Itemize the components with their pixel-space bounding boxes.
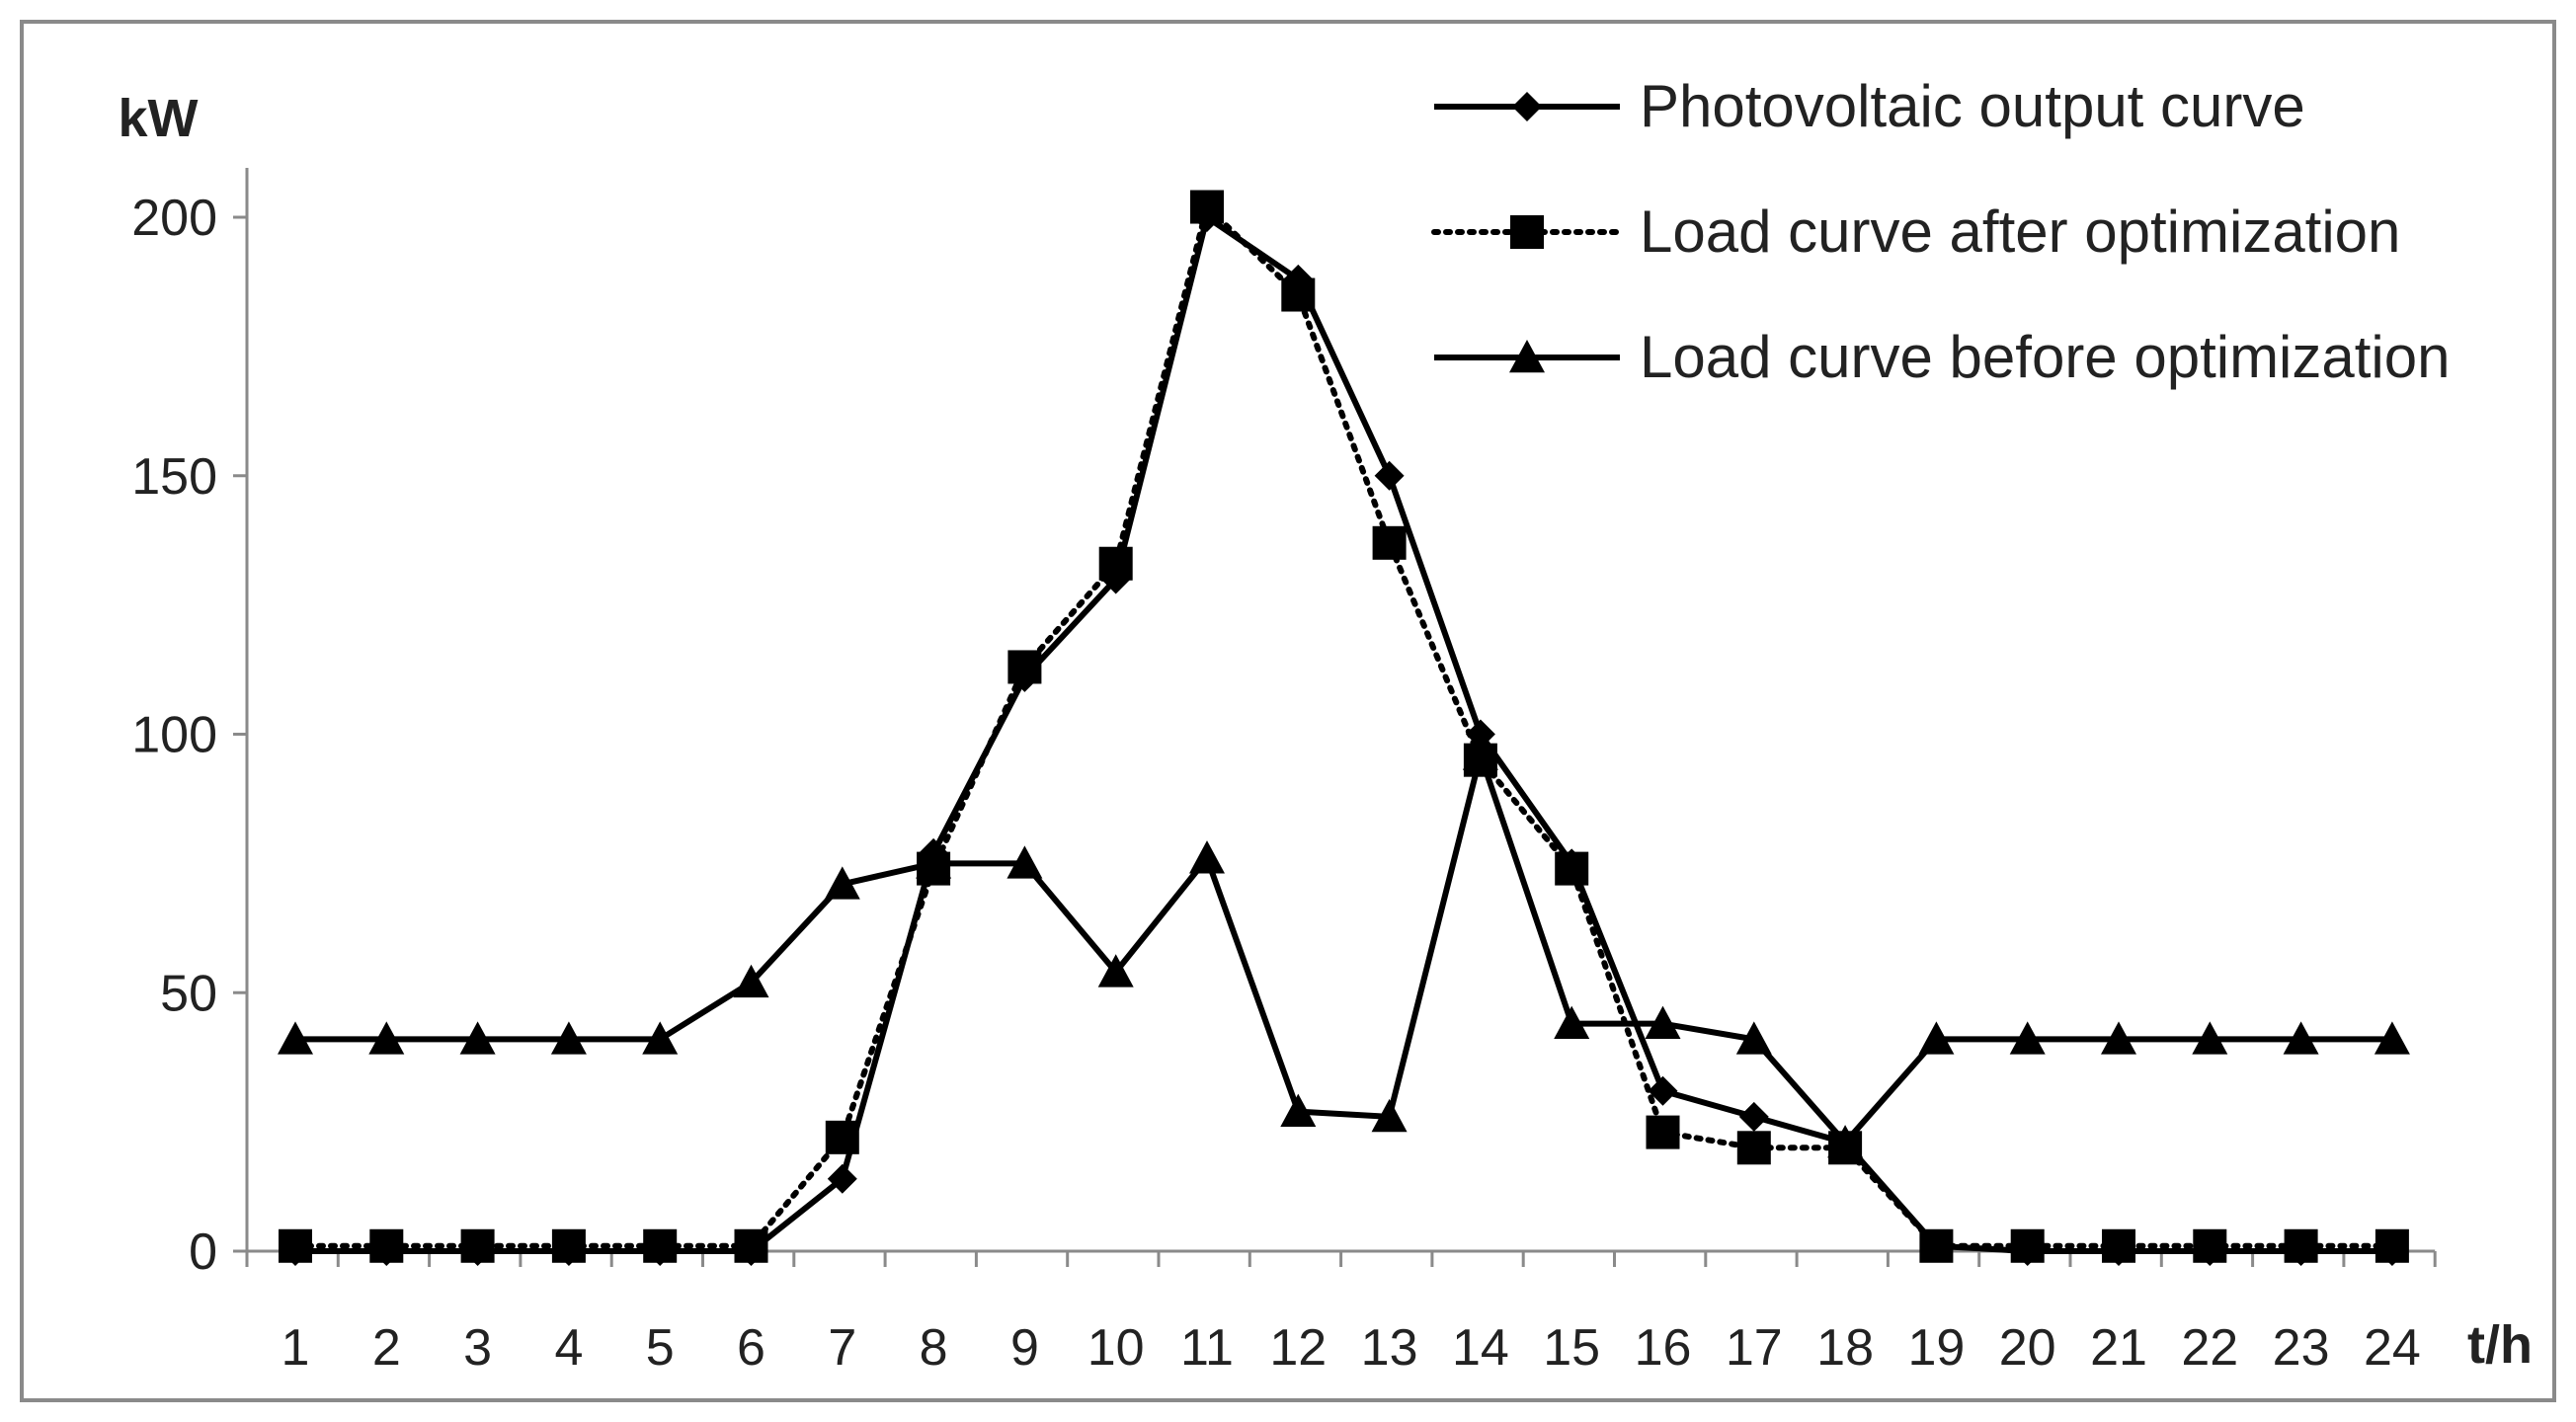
data-point bbox=[1646, 1115, 1680, 1149]
x-tick-label: 5 bbox=[646, 1319, 675, 1377]
legend-item: Photovoltaic output curve bbox=[1434, 73, 2305, 139]
x-axis-label: t/h bbox=[2467, 1315, 2533, 1375]
data-point bbox=[1648, 1075, 1678, 1106]
x-tick-label: 19 bbox=[1907, 1319, 1965, 1377]
data-point bbox=[459, 1021, 496, 1055]
x-tick-label: 9 bbox=[1010, 1319, 1039, 1377]
x-tick-label: 20 bbox=[1999, 1319, 2056, 1377]
x-tick-label: 10 bbox=[1087, 1319, 1145, 1377]
x-tick-label: 24 bbox=[2364, 1319, 2421, 1377]
legend-item: Load curve after optimization bbox=[1431, 198, 2400, 265]
data-point bbox=[1918, 1021, 1955, 1055]
x-tick-label: 18 bbox=[1816, 1319, 1874, 1377]
x-tick-label: 13 bbox=[1361, 1319, 1418, 1377]
x-tick-label: 1 bbox=[282, 1319, 310, 1377]
data-point bbox=[1006, 845, 1043, 879]
data-point bbox=[1009, 662, 1040, 692]
x-tick-label: 22 bbox=[2181, 1319, 2238, 1377]
x-tick-label: 15 bbox=[1543, 1319, 1600, 1377]
x-tick-label: 4 bbox=[554, 1319, 583, 1377]
data-point bbox=[1097, 954, 1134, 988]
data-point bbox=[2012, 1236, 2043, 1266]
data-point bbox=[2286, 1236, 2316, 1266]
data-point bbox=[1645, 1005, 1681, 1039]
x-tick-label: 12 bbox=[1269, 1319, 1327, 1377]
data-point bbox=[1372, 525, 1407, 560]
y-tick-label: 50 bbox=[160, 965, 217, 1022]
data-point bbox=[1189, 840, 1225, 874]
data-point bbox=[2376, 1236, 2407, 1266]
data-point bbox=[824, 866, 860, 900]
data-point bbox=[2283, 1021, 2319, 1055]
data-point bbox=[1100, 564, 1131, 594]
x-tick-label: 23 bbox=[2273, 1319, 2330, 1377]
data-point bbox=[736, 1236, 766, 1266]
data-point bbox=[462, 1236, 493, 1266]
chart-border bbox=[20, 20, 2556, 1402]
y-tick-label: 200 bbox=[131, 190, 217, 247]
data-point bbox=[1465, 719, 1495, 750]
x-tick-label: 11 bbox=[1180, 1319, 1234, 1377]
data-point bbox=[2374, 1021, 2410, 1055]
data-point bbox=[368, 1021, 405, 1055]
x-tick-label: 16 bbox=[1635, 1319, 1692, 1377]
data-point bbox=[2104, 1236, 2133, 1266]
data-point bbox=[371, 1236, 402, 1266]
data-point bbox=[1374, 460, 1405, 491]
data-point bbox=[1554, 1005, 1590, 1039]
data-point bbox=[1283, 264, 1314, 294]
data-point bbox=[645, 1236, 676, 1266]
data-point bbox=[1738, 1101, 1769, 1132]
data-point bbox=[278, 1021, 313, 1055]
legend-marker bbox=[1510, 215, 1544, 249]
x-tick-label: 21 bbox=[2090, 1319, 2147, 1377]
data-point bbox=[1735, 1021, 1772, 1055]
data-point bbox=[642, 1021, 679, 1055]
data-point bbox=[281, 1236, 310, 1266]
data-point bbox=[1192, 202, 1222, 232]
data-point bbox=[827, 1163, 857, 1194]
data-point bbox=[1736, 1131, 1771, 1165]
y-tick-label: 0 bbox=[189, 1224, 217, 1281]
x-tick-label: 14 bbox=[1452, 1319, 1509, 1377]
x-tick-label: 3 bbox=[463, 1319, 492, 1377]
x-tick-label: 2 bbox=[372, 1319, 401, 1377]
data-point bbox=[553, 1236, 584, 1266]
series-diamond bbox=[281, 202, 2407, 1266]
data-point bbox=[2195, 1236, 2225, 1266]
x-tick-label: 6 bbox=[737, 1319, 765, 1377]
x-tick-label: 7 bbox=[828, 1319, 856, 1377]
legend-label: Photovoltaic output curve bbox=[1640, 73, 2305, 139]
data-point bbox=[1557, 848, 1587, 879]
data-point bbox=[1280, 1093, 1317, 1127]
data-point bbox=[1921, 1230, 1952, 1261]
x-tick-label: 17 bbox=[1726, 1319, 1783, 1377]
data-point bbox=[2192, 1021, 2228, 1055]
series-line bbox=[295, 214, 2392, 1254]
y-tick-label: 100 bbox=[131, 707, 217, 764]
legend-item: Load curve before optimization bbox=[1434, 324, 2451, 390]
data-point bbox=[550, 1021, 587, 1055]
legend-label: Load curve before optimization bbox=[1640, 324, 2451, 390]
data-point bbox=[1371, 1098, 1408, 1133]
x-tick-label: 8 bbox=[920, 1319, 948, 1377]
data-point bbox=[733, 964, 769, 998]
data-point bbox=[2101, 1021, 2136, 1055]
y-tick-label: 150 bbox=[131, 448, 217, 506]
legend-label: Load curve after optimization bbox=[1640, 198, 2400, 265]
legend-marker bbox=[1509, 340, 1545, 373]
data-point bbox=[919, 837, 949, 868]
data-point bbox=[1830, 1128, 1861, 1158]
y-axis-label: kW bbox=[119, 89, 199, 148]
series-line bbox=[295, 751, 2392, 1146]
data-point bbox=[2009, 1021, 2046, 1055]
legend-marker bbox=[1512, 92, 1542, 121]
